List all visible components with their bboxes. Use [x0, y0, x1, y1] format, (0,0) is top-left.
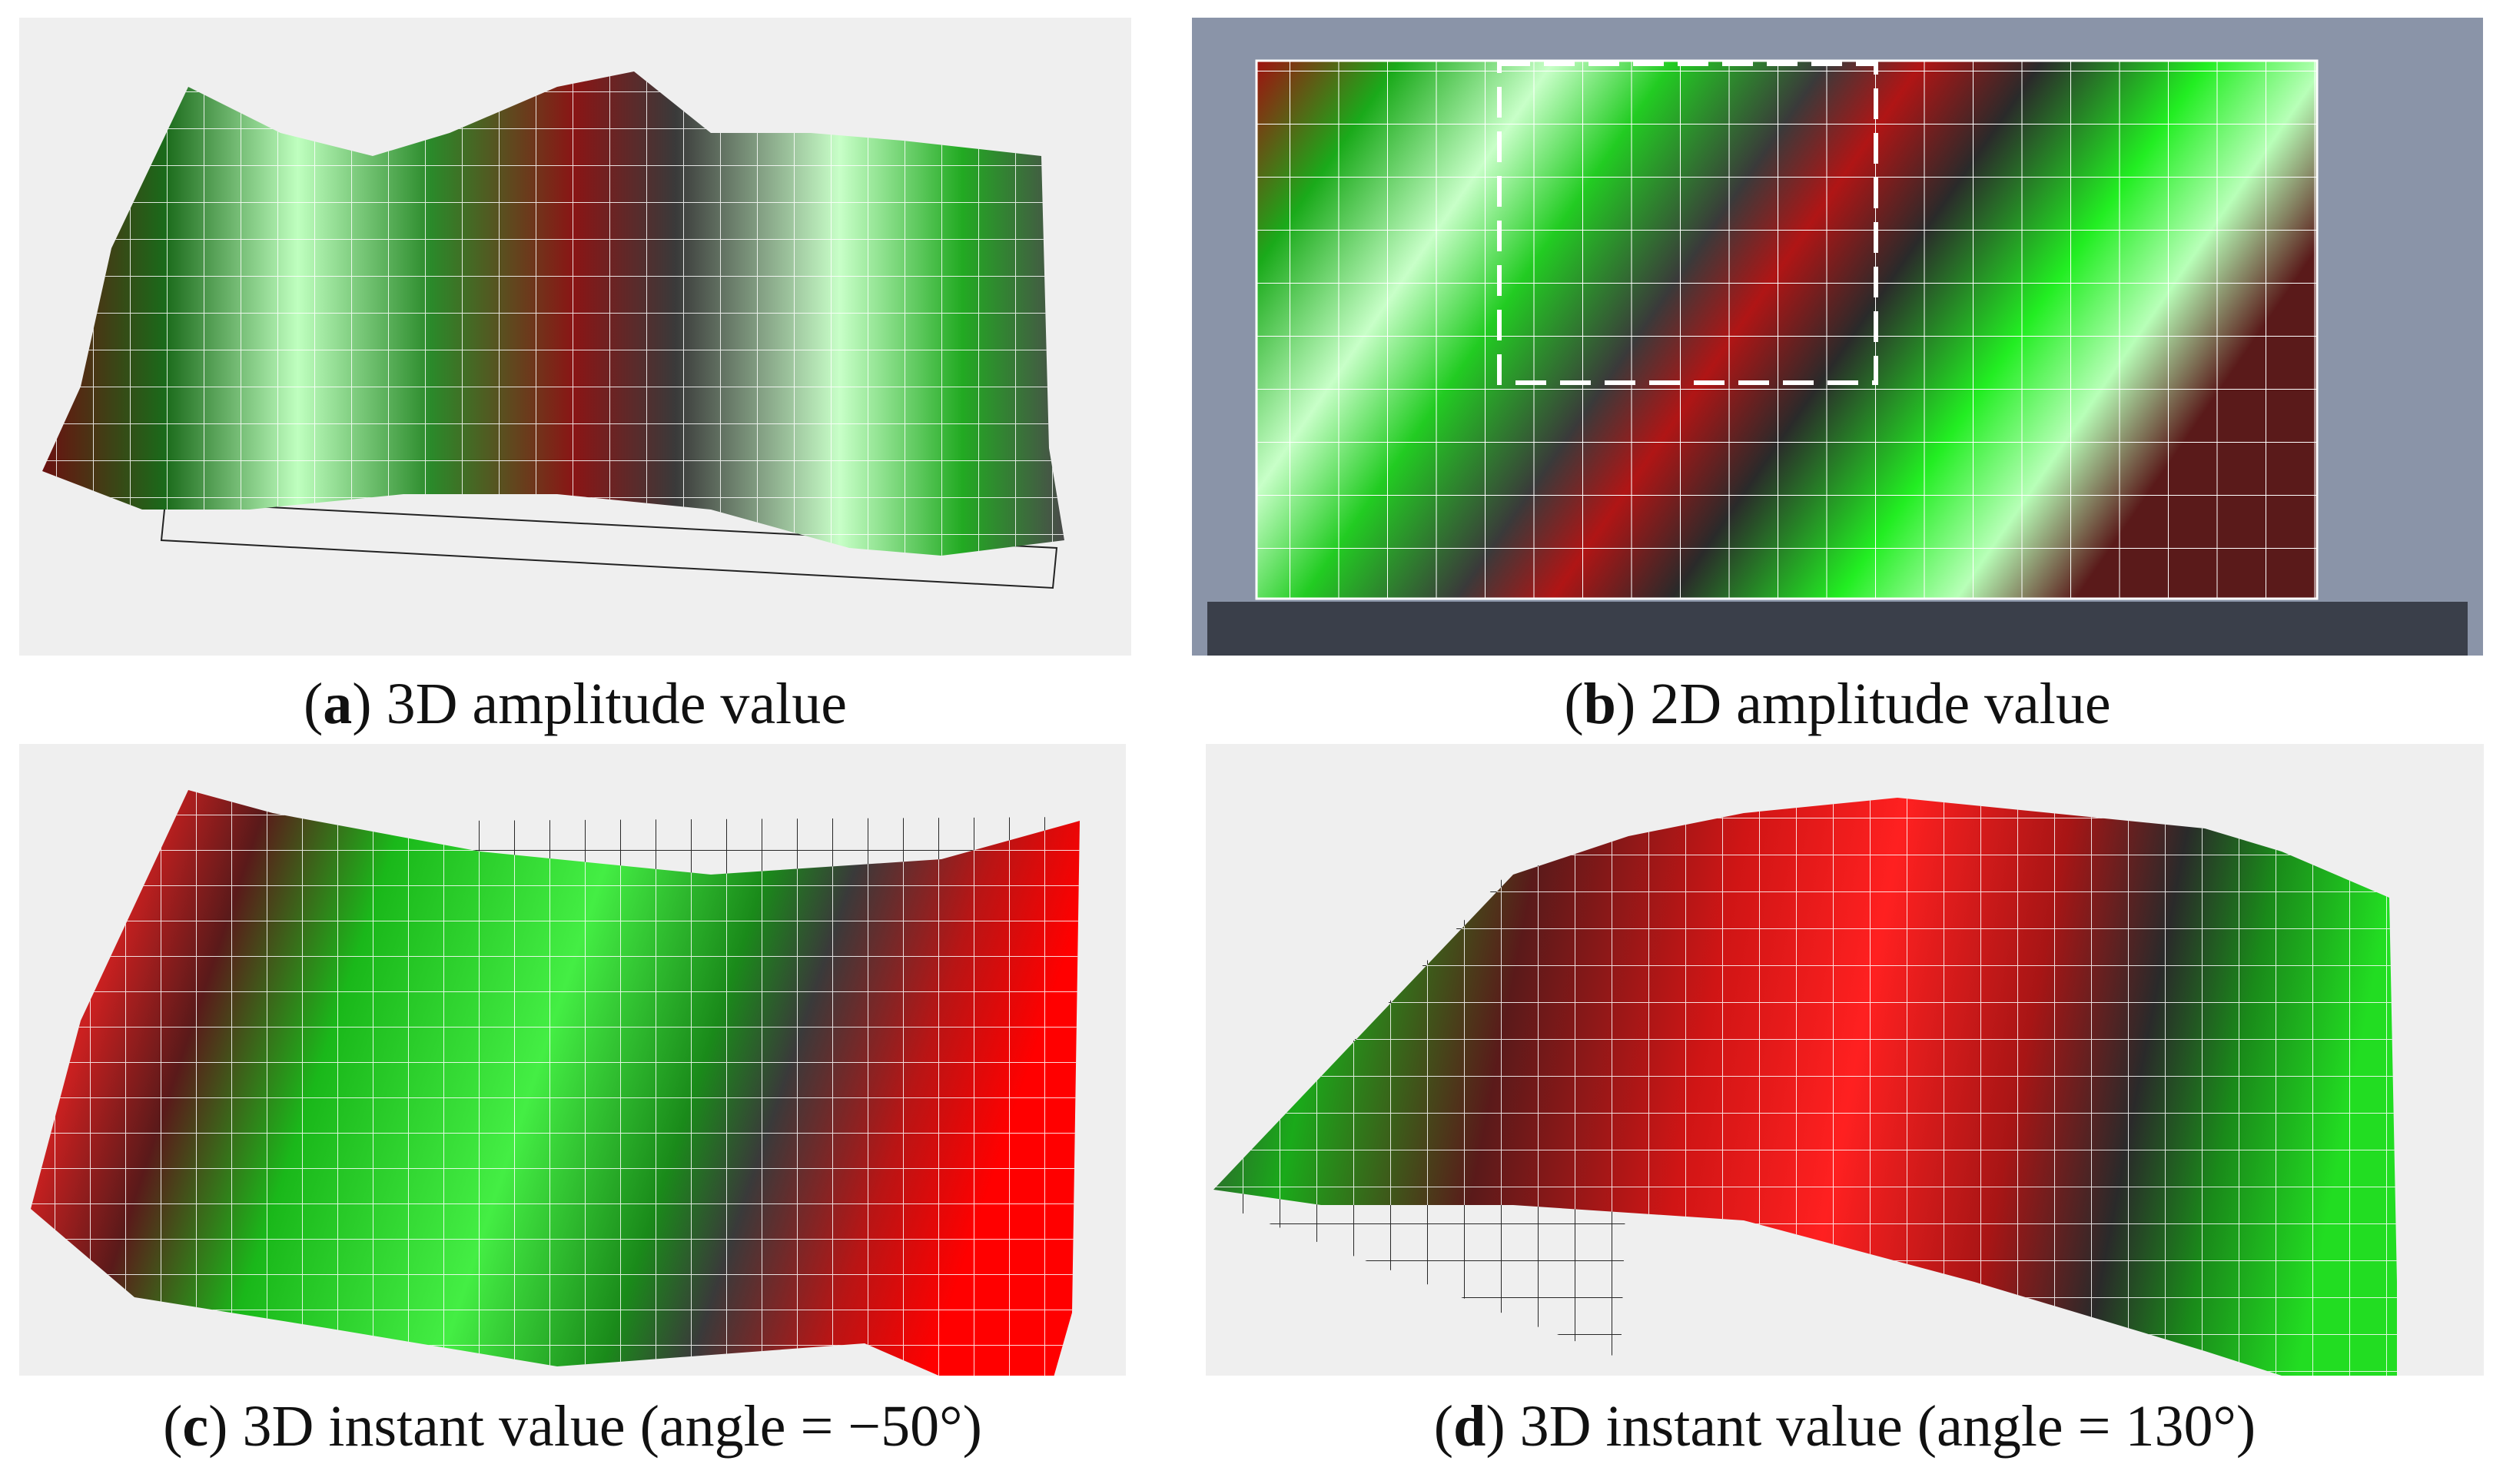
caption-a: (a) 3D amplitude value [303, 672, 847, 736]
panel-b-highlight-box [1497, 61, 1878, 385]
caption-c: (c) 3D instant value (angle = −50°) [163, 1394, 982, 1459]
panel-b-2d-amplitude [1192, 18, 2483, 656]
panel-a-3d-amplitude [19, 18, 1131, 656]
caption-b: (b) 2D amplitude value [1564, 672, 2111, 736]
panel-a-baseline-grid [160, 500, 1058, 589]
caption-d: (d) 3D instant value (angle = 130°) [1433, 1394, 2256, 1459]
panel-c-3d-instant-minus50 [19, 744, 1126, 1376]
panel-d-3d-instant-130 [1206, 744, 2484, 1376]
